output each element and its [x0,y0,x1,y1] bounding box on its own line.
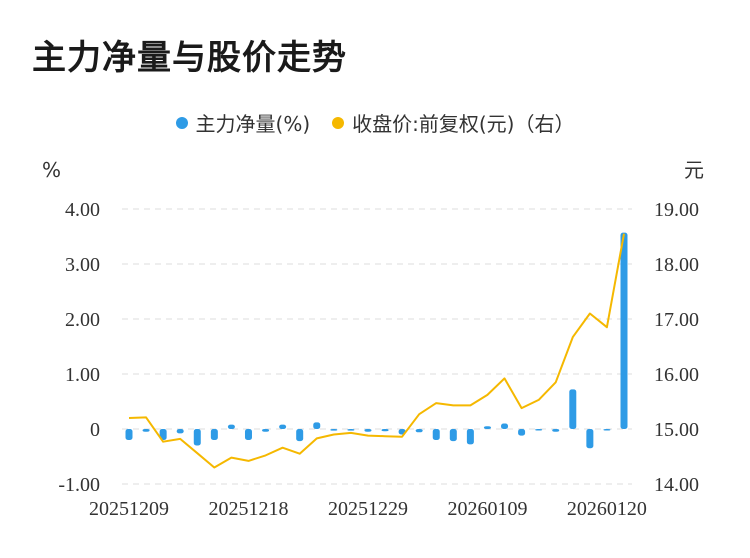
bar [125,429,133,440]
bar [381,429,389,432]
bar [210,429,218,440]
bar [603,429,611,431]
left-tick-label: -1.00 [58,474,100,496]
bar [586,429,594,449]
bar [466,429,474,445]
bar [518,429,526,436]
legend: 主力净量(%) 收盘价:前复权(元)（右） [0,108,750,137]
left-tick-label: 4.00 [65,199,100,221]
bar [279,424,287,429]
bar [364,429,372,432]
bar [227,424,235,429]
bar [432,429,440,440]
legend-dot-line-icon [332,116,345,129]
bar [159,429,167,440]
bar [449,429,457,442]
bar [244,429,252,440]
bar [501,423,509,429]
bar [262,429,270,432]
bar [569,389,577,429]
right-tick-label: 15.00 [654,419,699,441]
legend-item-net-volume[interactable]: 主力净量(%) [175,108,311,137]
x-tick-label: 20251229 [328,498,408,520]
legend-dot-bar-icon [175,116,188,129]
right-tick-label: 16.00 [654,364,699,386]
x-tick-label: 20251218 [208,498,288,520]
bar [193,429,201,446]
legend-item-close-price[interactable]: 收盘价:前复权(元)（右） [332,108,574,137]
x-tick-label: 20260120 [567,498,647,520]
legend-label-net-volume: 主力净量(%) [195,112,311,136]
x-tick-label: 20260109 [447,498,527,520]
left-tick-label: 2.00 [65,309,100,331]
bar [347,429,355,431]
left-axis-unit: % [42,158,61,182]
left-tick-label: 3.00 [65,254,100,276]
bar [296,429,304,442]
price-line [128,233,625,469]
right-tick-label: 19.00 [654,199,699,221]
bar [142,429,150,432]
left-tick-label: 0 [90,419,100,441]
bar [620,232,628,429]
bar [176,429,184,434]
bar [483,426,491,429]
right-tick-label: 14.00 [654,474,699,496]
x-tick-label: 20251209 [89,498,169,520]
bar [535,429,543,431]
right-tick-label: 18.00 [654,254,699,276]
chart-title: 主力净量与股价走势 [32,38,347,78]
bar [415,429,423,433]
right-tick-label: 17.00 [654,309,699,331]
legend-label-close-price: 收盘价:前复权(元)（右） [352,112,575,136]
bar [552,429,560,432]
right-axis-unit: 元 [684,158,704,182]
bar [330,429,338,431]
left-tick-label: 1.00 [65,364,100,386]
bar [313,422,321,429]
